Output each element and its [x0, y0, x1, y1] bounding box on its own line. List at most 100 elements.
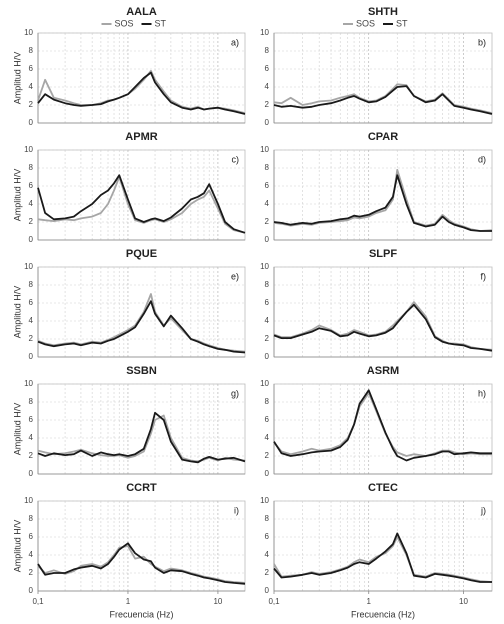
panel-label: i) [234, 505, 239, 515]
y-tick-label: 0 [29, 352, 34, 361]
panel: 0 2 4 6 8 10 0,1 1 10 CCRT i) Amplitud H/V Frecuenci… [12, 482, 246, 619]
x-tick-label: 10 [459, 597, 468, 606]
y-tick-label: 4 [29, 550, 34, 559]
y-tick-label: 6 [265, 415, 270, 424]
plot-area [273, 32, 493, 124]
x-tick-label: 10 [213, 597, 222, 606]
line-series [37, 300, 246, 354]
y-axis-label: Amplitud H/V [12, 52, 22, 105]
y-tick-label: 2 [29, 451, 34, 460]
y-tick-label: 0 [265, 235, 270, 244]
y-tick-label: 2 [265, 568, 270, 577]
line-series [37, 542, 246, 585]
y-tick-label: 0 [29, 118, 34, 127]
legend-label: SOS [115, 18, 134, 28]
panel: 0 2 4 6 8 10 0,1 1 10 CTEC j) Frecuencia (Hz) [260, 482, 493, 619]
panel-title: SLPF [369, 248, 397, 260]
y-axis-label: Amplitud H/V [12, 286, 22, 339]
y-tick-label: 8 [29, 514, 34, 523]
y-tick-label: 10 [260, 496, 269, 505]
panel-title: ASRM [367, 365, 399, 377]
panel-title: SHTH [368, 6, 398, 18]
y-tick-label: 8 [29, 46, 34, 55]
y-tick-label: 2 [265, 217, 270, 226]
line-series [37, 411, 246, 464]
y-tick-label: 8 [29, 397, 34, 406]
y-tick-label: 4 [29, 199, 34, 208]
panel: 0 2 4 6 8 10 SSBN g) Amplitud H/V [12, 365, 246, 478]
y-tick-label: 4 [29, 82, 34, 91]
panel-label: g) [231, 388, 239, 398]
y-axis-label: Amplitud H/V [12, 403, 22, 456]
x-axis-label: Frecuencia (Hz) [109, 609, 173, 619]
y-tick-label: 8 [265, 397, 270, 406]
x-axis-label: Frecuencia (Hz) [351, 609, 415, 619]
panel-title: AALA [126, 6, 157, 18]
panel-label: a) [231, 37, 239, 47]
y-tick-label: 0 [265, 352, 270, 361]
panel: 0 2 4 6 8 10 ASRM h) [260, 365, 493, 478]
y-tick-label: 10 [260, 262, 269, 271]
y-tick-label: 0 [29, 586, 34, 595]
y-tick-label: 10 [260, 145, 269, 154]
plot-area [37, 500, 246, 592]
y-tick-label: 6 [29, 64, 34, 73]
y-tick-label: 6 [265, 64, 270, 73]
panel-title: CCRT [126, 482, 157, 494]
panel: 0 2 4 6 8 10 AALA a) Amplitud H/V SOS ST [12, 6, 246, 127]
y-axis-label: Amplitud H/V [12, 520, 22, 573]
line-series [273, 532, 492, 583]
panel: 0 2 4 6 8 10 APMR c) Amplitud H/V [12, 131, 246, 244]
panel: 0 2 4 6 8 10 SLPF f) [260, 248, 493, 361]
y-tick-label: 2 [265, 451, 270, 460]
line-series [273, 389, 492, 462]
y-tick-label: 4 [265, 433, 270, 442]
y-tick-label: 4 [265, 550, 270, 559]
y-tick-label: 8 [29, 163, 34, 172]
y-tick-label: 6 [29, 415, 34, 424]
panel: 0 2 4 6 8 10 SHTH b) SOS ST [260, 6, 493, 127]
y-tick-label: 8 [265, 514, 270, 523]
legend-label: ST [396, 18, 408, 28]
panel-label: j) [480, 505, 486, 515]
plot-area [273, 266, 493, 358]
x-tick-label: 1 [367, 597, 372, 606]
y-tick-label: 10 [260, 379, 269, 388]
y-tick-label: 10 [24, 28, 33, 37]
panel-label: e) [231, 271, 239, 281]
y-tick-label: 0 [29, 235, 34, 244]
y-tick-label: 4 [265, 199, 270, 208]
y-tick-label: 2 [29, 217, 34, 226]
y-tick-label: 6 [265, 532, 270, 541]
line-series [37, 174, 246, 234]
y-tick-label: 0 [265, 118, 270, 127]
panel-label: b) [478, 37, 486, 47]
panel-title: PQUE [126, 248, 157, 260]
y-tick-label: 0 [265, 469, 270, 478]
x-tick-label: 0,1 [32, 597, 44, 606]
y-tick-label: 8 [265, 46, 270, 55]
panel-label: h) [478, 388, 486, 398]
line-series [273, 174, 492, 232]
line-series [273, 303, 493, 352]
y-tick-label: 4 [29, 433, 34, 442]
y-tick-label: 2 [29, 568, 34, 577]
y-tick-label: 0 [265, 586, 270, 595]
panel-title: CPAR [368, 131, 398, 143]
panel-title: APMR [125, 131, 157, 143]
y-tick-label: 8 [265, 280, 270, 289]
y-tick-label: 4 [29, 316, 34, 325]
y-tick-label: 10 [260, 28, 269, 37]
panel: 0 2 4 6 8 10 PQUE e) Amplitud H/V [12, 248, 246, 361]
y-tick-label: 6 [265, 181, 270, 190]
y-tick-label: 6 [265, 298, 270, 307]
y-tick-label: 4 [265, 316, 270, 325]
panel-title: SSBN [126, 365, 157, 377]
panel-label: d) [478, 154, 486, 164]
y-tick-label: 8 [265, 163, 270, 172]
y-tick-label: 2 [265, 100, 270, 109]
y-tick-label: 6 [29, 298, 34, 307]
y-tick-label: 2 [265, 334, 270, 343]
legend-label: ST [155, 18, 167, 28]
